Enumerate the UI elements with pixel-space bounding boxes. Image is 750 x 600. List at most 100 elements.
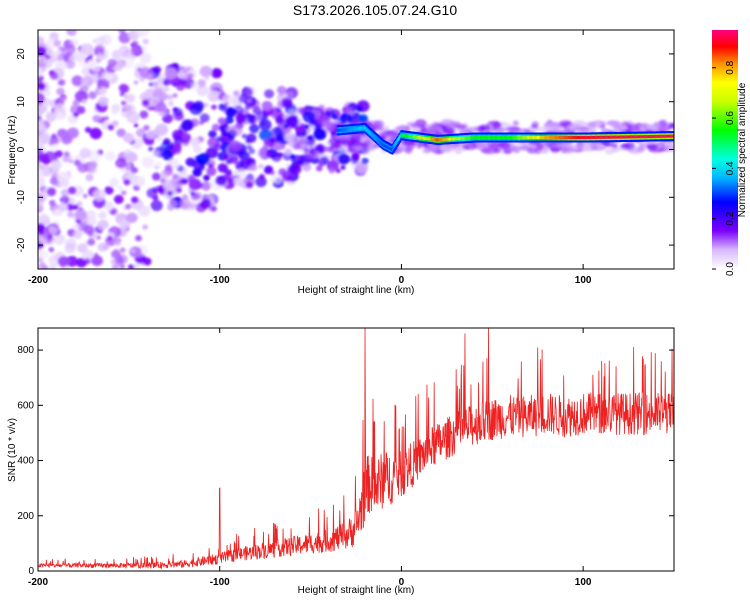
spectrogram-cell	[139, 110, 149, 119]
spectrogram-cell	[55, 112, 65, 120]
spectrogram-cell	[38, 70, 43, 77]
spectrogram-cell	[196, 85, 209, 97]
spectrogram-cell	[203, 102, 209, 108]
spectrogram-cell	[66, 170, 72, 175]
spectrogram-cell	[349, 135, 362, 142]
snr-xtick-label: 0	[399, 577, 405, 588]
spectrogram-cell	[130, 167, 138, 174]
spectrogram-cell	[136, 30, 149, 37]
spectrogram-cell	[192, 168, 202, 177]
spectrogram-cell	[305, 105, 310, 110]
spectrogram-cell	[207, 90, 221, 102]
spectrogram-cell	[258, 119, 272, 131]
spectrogram-cell	[361, 157, 369, 165]
spectrogram-cell	[292, 142, 301, 150]
spectrogram-cell	[444, 123, 459, 129]
spectrogram-cell	[211, 104, 217, 110]
spectrogram-cell	[313, 128, 327, 141]
spectrogram-ytick-label: 10	[16, 96, 27, 108]
spectrogram-xlabel: Height of straight line (km)	[298, 285, 415, 296]
spectrogram-cell	[98, 96, 109, 106]
spectrogram-cell	[155, 123, 169, 136]
spectrogram-cell	[187, 73, 194, 79]
spectrogram-cell	[91, 255, 103, 266]
spectrogram-cell	[596, 146, 606, 151]
spectrogram-cell	[82, 249, 94, 261]
spectrogram-cell	[133, 80, 139, 85]
spectrogram-cell	[210, 205, 217, 212]
spectrogram-cell	[118, 32, 131, 44]
spectrogram-ytick-label: -20	[16, 237, 27, 252]
spectrogram-cell	[77, 163, 89, 173]
spectrogram-cell	[38, 105, 44, 116]
spectrogram-cell	[270, 127, 284, 140]
spectrogram-cell	[668, 122, 674, 129]
spectrogram-cell	[225, 106, 237, 118]
spectrogram-ytick-label: 20	[16, 48, 27, 60]
spectrogram-cell	[457, 125, 466, 130]
spectrogram-cell	[113, 194, 124, 204]
spectrogram-cell	[167, 199, 178, 210]
spectrogram-cell	[103, 201, 114, 211]
spectrogram-cell	[126, 111, 140, 124]
spectrogram-cell	[246, 133, 257, 143]
spectrogram-cell	[206, 166, 217, 176]
spectrogram-cell	[104, 186, 114, 195]
spectrogram-cell	[42, 234, 49, 241]
snr-ylabel: SNR (10 * v/v)	[7, 418, 18, 482]
spectrogram-cell	[72, 230, 83, 240]
spectrogram-cell	[142, 224, 149, 230]
spectrogram-cell	[46, 48, 54, 55]
spectrogram-cell	[527, 147, 538, 154]
spectrogram-cell	[38, 168, 45, 177]
spectrogram-cell	[74, 209, 87, 221]
spectrogram-cell	[152, 195, 159, 201]
spectrogram-cell	[646, 145, 659, 150]
spectrogram-cell	[190, 137, 201, 147]
spectrogram-cell	[88, 166, 97, 174]
spectrogram-cell	[318, 159, 324, 166]
spectrogram-xtick-label: -200	[28, 275, 48, 286]
spectrogram-cell	[99, 87, 107, 95]
spectrogram-cell	[148, 146, 154, 152]
colorbar-tick-label: 0.4	[725, 161, 736, 175]
spectrogram-cell	[295, 155, 301, 161]
spectrogram-cell	[285, 133, 297, 143]
spectrogram-cell	[43, 59, 49, 64]
spectrogram-cell	[56, 87, 65, 96]
spectrogram-cell	[199, 165, 205, 171]
spectrogram-cell	[245, 181, 254, 189]
snr-plot-area	[38, 328, 674, 570]
spectrogram-cell	[189, 103, 203, 115]
spectrogram-cell	[286, 174, 293, 181]
spectrogram-cell	[67, 186, 77, 195]
spectrogram-cell	[194, 155, 200, 160]
spectrogram-cell	[58, 234, 66, 242]
spectrogram-cell	[160, 140, 174, 152]
spectrogram-cell	[168, 100, 174, 107]
spectrogram-cell	[126, 212, 138, 223]
spectrogram-cell	[83, 224, 95, 235]
colorbar-tick-label: 0.6	[725, 111, 736, 125]
spectrogram-cell	[38, 215, 42, 222]
spectrogram-cell	[179, 79, 187, 86]
spectrogram-xtick-label: 0	[399, 275, 405, 286]
spectrogram-cell	[38, 46, 47, 57]
spectrogram-cell	[241, 133, 247, 139]
spectrogram-cell	[549, 122, 562, 130]
spectrogram-cell	[264, 89, 275, 99]
spectrogram-cell	[111, 120, 119, 127]
spectrogram-cell	[138, 205, 151, 217]
spectrogram-cell	[46, 187, 57, 197]
spectrogram-cell	[119, 219, 131, 230]
spectrogram-cell	[123, 132, 134, 143]
spectrogram-cell	[180, 177, 188, 185]
spectrogram-cell	[104, 72, 114, 81]
spectrogram-cell	[64, 243, 76, 254]
spectrogram-cell	[309, 149, 314, 154]
spectrogram-cell	[65, 59, 76, 69]
spectrogram-cell	[96, 115, 102, 121]
spectrogram-cell	[61, 96, 67, 102]
spectrogram-cell	[255, 176, 267, 188]
